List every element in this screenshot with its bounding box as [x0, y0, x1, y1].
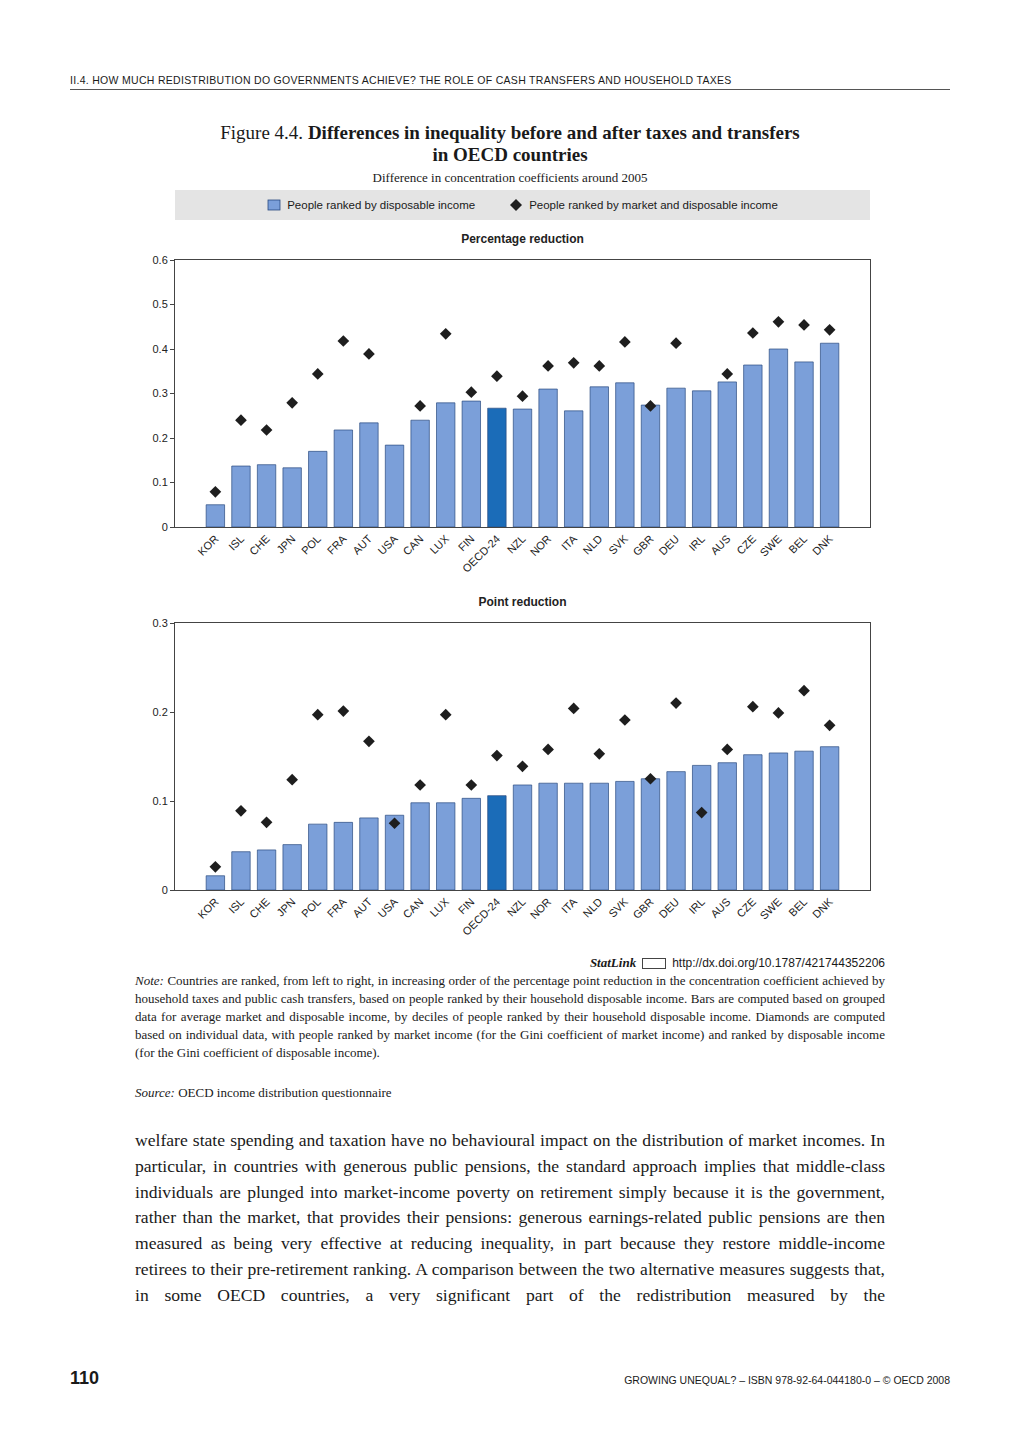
html-text:in OECD countries: in OECD countries [432, 144, 588, 165]
svg-text:FRA: FRA [325, 895, 350, 920]
svg-text:AUS: AUS [708, 896, 732, 920]
html-text:II.4. HOW MUCH REDISTRIBUTION: II.4. HOW MUCH REDISTRIBUTION DO GOVERNM… [70, 74, 732, 86]
svg-text:SVK: SVK [606, 532, 631, 557]
svg-text:OECD-24: OECD-24 [460, 896, 502, 938]
svg-text:DEU: DEU [656, 895, 681, 920]
svg-text:0.3: 0.3 [153, 617, 168, 629]
svg-text:ITA: ITA [559, 895, 579, 915]
svg-text:JPN: JPN [274, 532, 297, 555]
svg-text:NOR: NOR [528, 895, 554, 921]
html-text:Difference in concentration co: Difference in concentration coefficients… [372, 170, 648, 185]
svg-text:IRL: IRL [686, 533, 707, 554]
html-text:Note: Countries are ranked, fr: Note: Countries are ranked, from left to… [135, 973, 885, 1060]
svg-text:JPN: JPN [274, 895, 297, 918]
html-text:StatLink: StatLink [589, 955, 637, 970]
svg-text:AUT: AUT [350, 895, 374, 919]
html-text:Source: OECD income distributi: Source: OECD income distribution questio… [135, 1085, 392, 1100]
svg-text:SWE: SWE [758, 896, 784, 922]
svg-text:Point reduction: Point reduction [479, 595, 567, 609]
svg-text:IRL: IRL [686, 896, 707, 917]
svg-text:0.1: 0.1 [153, 795, 168, 807]
svg-text:CZE: CZE [734, 896, 758, 920]
svg-text:OECD-24: OECD-24 [460, 533, 502, 575]
svg-text:0.1: 0.1 [153, 476, 168, 488]
svg-text:0.3: 0.3 [153, 387, 168, 399]
svg-text:NZL: NZL [505, 533, 528, 556]
svg-text:USA: USA [375, 895, 400, 920]
html-text:welfare state spending and tax: welfare state spending and taxation have… [135, 1130, 885, 1305]
svg-text:ISL: ISL [226, 896, 246, 916]
svg-text:FIN: FIN [456, 532, 477, 553]
svg-text:KOR: KOR [195, 895, 220, 920]
svg-text:0.6: 0.6 [153, 254, 168, 266]
svg-text:NZL: NZL [505, 896, 528, 919]
svg-text:LUX: LUX [427, 532, 451, 556]
svg-text:AUT: AUT [350, 532, 374, 556]
html-text:People ranked by market and di: People ranked by market and disposable i… [529, 199, 778, 211]
svg-text:0.2: 0.2 [153, 706, 168, 718]
svg-text:0: 0 [162, 884, 168, 896]
svg-text:KOR: KOR [195, 532, 220, 557]
svg-text:DNK: DNK [810, 895, 835, 920]
html-text:People ranked by disposable in: People ranked by disposable income [287, 199, 476, 211]
svg-text:DEU: DEU [656, 532, 681, 557]
svg-text:BEL: BEL [786, 533, 809, 556]
svg-text:CAN: CAN [401, 895, 426, 920]
svg-text:CHE: CHE [247, 896, 272, 921]
svg-text:CZE: CZE [734, 533, 758, 557]
svg-text:FRA: FRA [325, 532, 350, 557]
html-text:Figure 4.4. Differences in ine: Figure 4.4. Differences in inequality be… [220, 122, 800, 143]
svg-text:DNK: DNK [810, 532, 835, 557]
svg-text:NOR: NOR [528, 532, 554, 558]
svg-text:LUX: LUX [427, 895, 451, 919]
svg-text:ITA: ITA [559, 532, 579, 552]
svg-text:SWE: SWE [758, 533, 784, 559]
svg-text:GBR: GBR [630, 532, 655, 557]
svg-text:ISL: ISL [226, 533, 246, 553]
svg-text:BEL: BEL [786, 896, 809, 919]
svg-text:0.2: 0.2 [153, 432, 168, 444]
svg-text:GBR: GBR [630, 895, 655, 920]
svg-text:0.4: 0.4 [153, 343, 168, 355]
svg-text:NLD: NLD [581, 532, 605, 556]
svg-text:Percentage reduction: Percentage reduction [461, 232, 584, 246]
html-text:http://dx.doi.org/10.1787/4217: http://dx.doi.org/10.1787/421744352206 [672, 956, 885, 970]
svg-text:FIN: FIN [456, 895, 477, 916]
svg-text:CAN: CAN [401, 532, 426, 557]
svg-text:0: 0 [162, 521, 168, 533]
svg-text:POL: POL [299, 533, 323, 557]
svg-text:AUS: AUS [708, 533, 732, 557]
svg-text:CHE: CHE [247, 533, 272, 558]
svg-text:NLD: NLD [581, 895, 605, 919]
svg-text:POL: POL [299, 896, 323, 920]
html-text:GROWING UNEQUAL? – ISBN 978-92: GROWING UNEQUAL? – ISBN 978-92-64-044180… [624, 1374, 950, 1386]
svg-text:0.5: 0.5 [153, 298, 168, 310]
svg-text:SVK: SVK [606, 895, 631, 920]
html-text:110: 110 [70, 1368, 99, 1388]
svg-text:USA: USA [375, 532, 400, 557]
